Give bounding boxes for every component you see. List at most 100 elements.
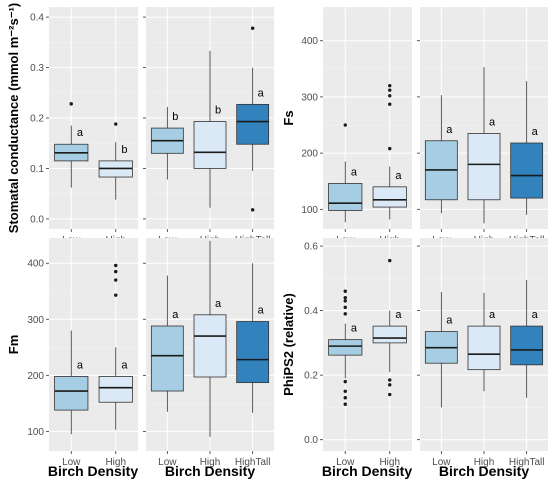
box-iqr — [236, 321, 270, 384]
box-high: a — [372, 83, 407, 220]
outlier-point — [343, 312, 347, 316]
y-tick-label: 0.4 — [304, 306, 318, 317]
x-tick-label: High — [474, 457, 495, 468]
significance-letter: a — [172, 309, 179, 321]
y-axis-title: Fs — [281, 110, 296, 125]
outlier-point — [343, 402, 347, 406]
significance-letter: b — [121, 144, 127, 156]
outlier-point — [69, 102, 73, 106]
outlier-point — [343, 389, 347, 393]
box-low: a — [328, 123, 363, 223]
box-low: a — [54, 330, 89, 435]
box-high: a — [467, 67, 501, 224]
significance-letter: a — [215, 298, 222, 310]
y-tick-label: 200 — [301, 149, 318, 160]
significance-letter: a — [489, 309, 496, 321]
outlier-point — [114, 293, 118, 297]
box-high: a — [372, 258, 407, 397]
y-tick-label: 300 — [27, 315, 44, 326]
x-tick-label: Low — [432, 457, 451, 468]
significance-letter: a — [258, 87, 265, 99]
y-tick-label: 0.3 — [30, 63, 44, 74]
outlier-point — [388, 88, 392, 92]
panel-1: 0.0 0.1 0.2 0.3 0.4 Stomatal conductance (mmo… — [6, 3, 138, 246]
outlier-point — [388, 392, 392, 397]
x-tick-label: Low — [336, 457, 355, 468]
outlier-point — [114, 278, 118, 282]
box-hightall: a — [510, 81, 544, 215]
box-low: a — [328, 289, 363, 406]
y-tick-label: 0.0 — [304, 435, 318, 446]
significance-letter: a — [351, 323, 358, 335]
x-tick-label: High — [200, 457, 221, 468]
significance-letter: a — [532, 309, 539, 321]
outlier-point — [250, 26, 255, 30]
y-tick-label: 0.1 — [30, 164, 44, 175]
significance-letter: b — [172, 111, 178, 123]
box-iqr — [510, 142, 544, 199]
box-high: a — [193, 240, 227, 437]
box-high: a — [98, 263, 133, 430]
x-tick-label: HighTall — [235, 457, 271, 468]
x-tick-label: Low — [158, 457, 177, 468]
significance-letter: a — [351, 166, 358, 178]
box-iqr — [372, 325, 407, 344]
y-axis-title: PhiPS2 (relative) — [281, 293, 296, 396]
box-low: a — [424, 291, 458, 408]
y-tick-label: 0.6 — [304, 242, 318, 253]
significance-letter: a — [446, 124, 453, 136]
outlier-point — [250, 208, 255, 212]
outlier-point — [343, 123, 347, 127]
x-tick-label: High — [379, 457, 400, 468]
y-tick-label: 400 — [301, 36, 318, 47]
y-axis-title: Fm — [6, 335, 21, 355]
outlier-point — [388, 83, 392, 88]
outlier-point — [388, 258, 392, 263]
y-tick-label: 200 — [27, 371, 44, 382]
box-low: b — [150, 106, 184, 180]
box-iqr — [150, 325, 184, 392]
box-low: a — [424, 95, 458, 214]
outlier-point — [388, 102, 392, 106]
y-tick-label: 0.2 — [304, 371, 318, 382]
box-hightall: a — [236, 26, 270, 212]
box-iqr — [193, 121, 227, 169]
box-iqr — [467, 325, 501, 371]
significance-letter: a — [395, 170, 402, 182]
significance-letter: a — [121, 359, 128, 371]
significance-letter: a — [446, 315, 453, 327]
box-iqr — [236, 103, 270, 145]
outlier-point — [388, 383, 392, 387]
significance-letter: a — [77, 359, 84, 371]
box-low: a — [150, 275, 184, 412]
box-low: a — [54, 102, 89, 188]
y-tick-label: 0.0 — [30, 214, 44, 225]
y-tick-label: 400 — [27, 259, 44, 270]
box-high: a — [467, 292, 501, 392]
panel-background — [49, 238, 138, 451]
outlier-point — [388, 146, 392, 151]
x-axis-title: Birch Density — [48, 463, 138, 479]
panel-2: bLowbHighaHighTall — [143, 7, 274, 246]
x-axis-title: Birch Density — [165, 463, 255, 479]
outlier-point — [343, 296, 347, 300]
box-iqr — [372, 186, 407, 208]
outlier-point — [114, 122, 118, 126]
outlier-point — [114, 263, 118, 268]
y-tick-label: 100 — [301, 205, 318, 216]
significance-letter: a — [489, 116, 496, 128]
box-iqr — [328, 183, 363, 211]
significance-letter: a — [395, 309, 402, 321]
outlier-point — [343, 289, 347, 293]
y-tick-label: 100 — [27, 427, 44, 438]
box-iqr — [54, 376, 89, 411]
outlier-point — [343, 299, 347, 303]
y-tick-label: 300 — [301, 92, 318, 103]
x-tick-label: High — [105, 457, 126, 468]
x-axis-title: Birch Density — [439, 463, 529, 479]
y-axis-title: Stomatal conductance (mmol m⁻²s⁻¹) — [6, 3, 21, 233]
outlier-point — [388, 378, 392, 382]
